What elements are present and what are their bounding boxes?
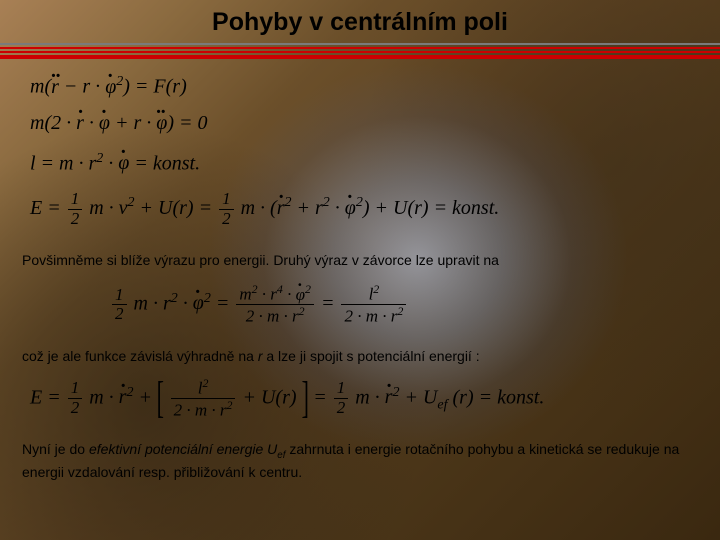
p3-pre: Nyní je do: [22, 441, 89, 457]
equation-5: 12 m · r2 · φ2 = m2 · r4 · φ22 · m · r2 …: [110, 283, 700, 327]
p3-em: efektivní potenciální energie U: [89, 441, 277, 457]
equation-block-3: E = 12 m · r2 + [ l22 · m · r2 + U(r) ] …: [0, 371, 720, 437]
paragraph-3: Nyní je do efektivní potenciální energie…: [0, 436, 720, 487]
paragraph-1: Povšimněme si blíže výrazu pro energii. …: [0, 247, 720, 275]
equation-block-1: m(r − r · φ2) = F(r) m(2 · r · φ + r · φ…: [0, 59, 720, 247]
equation-2: m(2 · r · φ + r · φ) = 0: [30, 110, 700, 136]
p2-post: a lze ji spojit s potenciální energií :: [262, 348, 479, 364]
equation-1: m(r − r · φ2) = F(r): [30, 73, 700, 100]
equation-block-2: 12 m · r2 · φ2 = m2 · r4 · φ22 · m · r2 …: [0, 275, 720, 343]
equation-3: l = m · r2 · φ = konst.: [30, 150, 700, 177]
paragraph-2: což je ale funkce závislá výhradně na r …: [0, 343, 720, 371]
page-title: Pohyby v centrálním poli: [0, 0, 720, 37]
equation-4: E = 12 m · v2 + U(r) = 12 m · (r2 + r2 ·…: [30, 190, 700, 228]
equation-6: E = 12 m · r2 + [ l22 · m · r2 + U(r) ] …: [30, 377, 700, 421]
p2-pre: což je ale funkce závislá výhradně na: [22, 348, 258, 364]
header-rules: [0, 43, 720, 59]
